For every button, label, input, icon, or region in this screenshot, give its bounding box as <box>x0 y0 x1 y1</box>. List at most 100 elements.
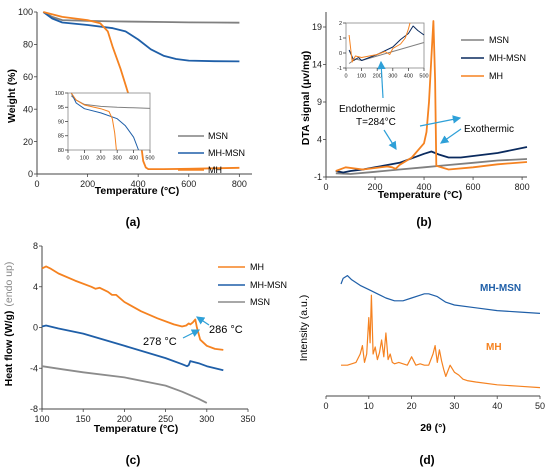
panel-c-series-mh-msn <box>41 324 224 372</box>
panel-b-ytick-label: 14 <box>312 60 322 70</box>
panel-c-ytick-label: -8 <box>30 404 38 414</box>
legend-a-mh: MH <box>208 165 222 175</box>
panel-c-xlabel: Temperature (°C) <box>94 423 179 435</box>
panel-a-inset-xtick-label: 200 <box>96 156 105 162</box>
panel-b-ytick-label: 19 <box>312 22 322 32</box>
panel-b-ytick-label: 9 <box>317 97 322 107</box>
panel-d-series-mh <box>341 294 541 389</box>
panel-c-ylabel: Heat flow (W/g) (endo up) <box>3 262 15 387</box>
panel-b-ytick-label: -1 <box>314 172 322 182</box>
panel-d-xtick-label: 0 <box>323 401 328 411</box>
panel-b-ylabel: DTA signal (μv/mg) <box>300 51 312 146</box>
panel-b-inset-ytick-label: 1 <box>339 36 342 42</box>
panel-d-xtick-label: 10 <box>364 401 374 411</box>
panel-a-ytick-label: 20 <box>23 137 33 147</box>
panel-b-inset-ytick-label: -1 <box>337 66 342 72</box>
panel-d-ylabel: Intensity (a.u.) <box>298 295 310 362</box>
panel-b-series-mh <box>335 20 528 172</box>
panel-a-ytick-label: 40 <box>23 104 33 114</box>
panel-d-xtick-label: 20 <box>407 401 417 411</box>
legend-b-msn: MSN <box>489 35 509 45</box>
panel-a-ytick-label: 60 <box>23 72 33 82</box>
panel-c-xtick-label: 200 <box>117 414 132 424</box>
panel-a-xtick-label: 0 <box>34 179 39 189</box>
panel-a-xtick-label: 600 <box>181 179 196 189</box>
panel-b-inset-xtick-label: 500 <box>419 74 428 80</box>
arrow-exothermic-2 <box>419 115 462 127</box>
panel-c-xtick-label: 100 <box>34 414 49 424</box>
legend-c-msn: MSN <box>250 297 270 307</box>
panel-d: 0 10 20 30 40 50 2θ (°) Intensity (a.u.) MH-M… <box>298 275 545 467</box>
arrow-endothermic-to-curve <box>383 129 397 151</box>
panel-b-legend: MSN MH-MSN MH <box>461 35 526 81</box>
panel-b-xtick-label: 600 <box>466 182 481 192</box>
panel-d-xtick-label: 40 <box>492 401 502 411</box>
panel-c-annotations: 278 °C 286 °C <box>143 316 243 348</box>
panel-b-ytick-label: 4 <box>317 135 322 145</box>
legend-c-mh: MH <box>250 262 264 272</box>
annotation-endothermic: Endothermic <box>339 104 395 115</box>
annotation-278: 278 °C <box>143 336 177 348</box>
annotation-exothermic: Exothermic <box>464 124 514 135</box>
panel-a-xtick-label: 400 <box>131 179 146 189</box>
panel-b-inset-ytick-label: 2 <box>339 21 342 27</box>
panel-b-xtick-label: 400 <box>417 182 432 192</box>
panel-c-ytick-label: 0 <box>33 323 38 333</box>
panel-d-xlabel: 2θ (°) <box>420 422 446 434</box>
panel-b-inset-ytick-label: 0 <box>339 51 342 57</box>
arrow-286 <box>196 316 210 326</box>
legend-d-mh: MH <box>486 342 502 353</box>
panel-a-inset-ytick-label: 100 <box>55 91 64 97</box>
panel-b-annotations: Endothermic T=284°C Exothermic <box>339 60 514 151</box>
legend-a-mh-msn: MH-MSN <box>208 148 245 158</box>
panel-d-series-mh-msn <box>340 275 541 314</box>
panel-a-xtick-label: 800 <box>232 179 247 189</box>
panel-a-inset-xtick-label: 300 <box>113 156 122 162</box>
legend-b-mh: MH <box>489 71 503 81</box>
panel-a-inset-xtick-label: 500 <box>145 156 154 162</box>
legend-d-mh-msn: MH-MSN <box>480 283 521 294</box>
panel-b-inset-frame <box>345 22 425 69</box>
panel-c-ytick-label: 4 <box>33 282 38 292</box>
panel-a-ylabel: Weight (%) <box>6 69 18 123</box>
panel-b-inset-series-mh-msn <box>348 25 425 61</box>
panel-a-inset-xtick-label: 400 <box>129 156 138 162</box>
panel-b-inset-xtick-label: 0 <box>344 74 347 80</box>
panel-b-xtick-label: 0 <box>323 182 328 192</box>
panel-a-xtick-label: 200 <box>80 179 95 189</box>
panel-c-xtick-label: 350 <box>240 414 255 424</box>
arrow-278 <box>182 329 201 339</box>
panel-a-series-msn <box>42 11 240 24</box>
panel-a-inset-xtick-label: 100 <box>80 156 89 162</box>
panel-c-ylabel-main: Heat flow (W/g) <box>3 311 15 387</box>
panel-c-series-msn <box>41 365 208 404</box>
panel-b-inset-xtick-label: 400 <box>404 74 413 80</box>
panel-a-inset-frame <box>67 92 151 151</box>
panel-a-xlabel: Temperature (°C) <box>95 185 180 197</box>
panel-c-legend: MH MH-MSN MSN <box>218 262 287 307</box>
legend-c-mh-msn: MH-MSN <box>250 280 287 290</box>
panel-a-ytick-label: 80 <box>23 40 33 50</box>
legend-b-mh-msn: MH-MSN <box>489 53 526 63</box>
panel-c-xtick-label: 250 <box>158 414 173 424</box>
panel-a-inset-ytick-label: 95 <box>58 105 64 111</box>
panel-a: 0 200 400 600 800 0 20 40 60 80 100 0 100 200 300 400 5… <box>6 7 252 229</box>
panel-a-inset-xtick-label: 0 <box>66 156 69 162</box>
panel-a-inset-ytick-label: 90 <box>58 119 64 125</box>
panel-d-xtick-label: 50 <box>535 401 545 411</box>
panel-b-inset-series-mh <box>348 22 411 63</box>
annotation-t284: T=284°C <box>356 117 396 128</box>
panel-a-ytick-label: 0 <box>28 169 33 179</box>
panel-c-label: (c) <box>126 453 141 467</box>
panel-b-series-mh-msn <box>335 146 528 174</box>
panel-a-ytick-label: 100 <box>18 7 33 17</box>
panel-c-ylabel-note: (endo up) <box>3 262 15 307</box>
panel-b-inset-xtick-label: 200 <box>373 74 382 80</box>
panel-a-inset-series-mh-msn <box>70 92 139 151</box>
panel-a-inset-ytick-label: 85 <box>58 134 64 140</box>
panel-b-inset-xtick-label: 300 <box>388 74 397 80</box>
arrow-exothermic-1 <box>440 128 462 144</box>
arrow-endothermic-to-inset <box>377 60 386 99</box>
panel-c: 100 150 200 250 300 350 -8 -4 0 4 8 Temperature (°… <box>3 241 287 467</box>
